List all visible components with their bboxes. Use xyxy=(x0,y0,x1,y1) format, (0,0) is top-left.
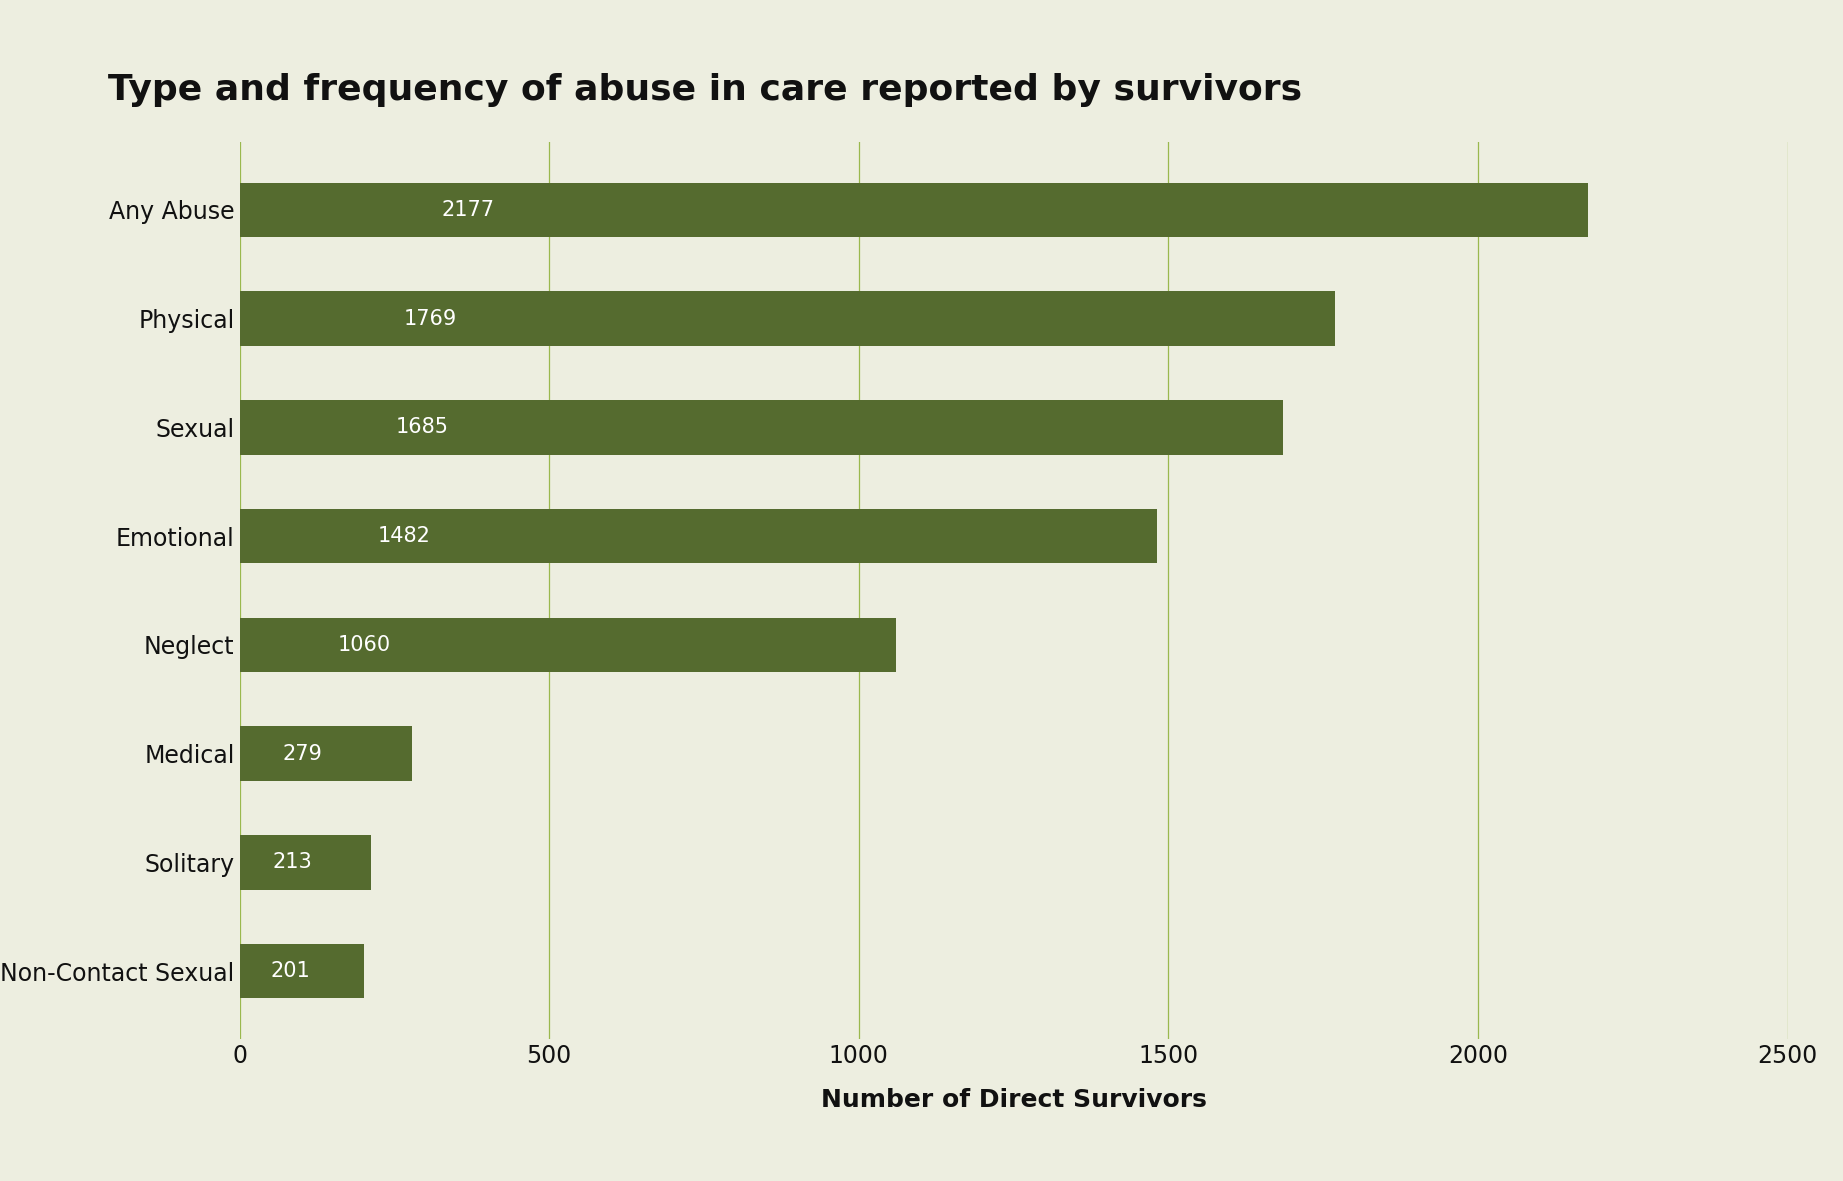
Text: 1769: 1769 xyxy=(404,308,457,328)
Text: 2177: 2177 xyxy=(442,200,494,220)
Text: 1685: 1685 xyxy=(396,417,450,437)
Text: 1482: 1482 xyxy=(378,526,429,546)
Text: Type and frequency of abuse in care reported by survivors: Type and frequency of abuse in care repo… xyxy=(109,73,1303,107)
Text: 279: 279 xyxy=(282,744,323,764)
Bar xyxy=(240,944,365,998)
Bar xyxy=(240,618,896,672)
X-axis label: Number of Direct Survivors: Number of Direct Survivors xyxy=(820,1088,1207,1111)
Text: 201: 201 xyxy=(271,961,310,981)
Bar xyxy=(240,726,413,781)
Bar xyxy=(240,400,1283,455)
Bar xyxy=(240,183,1587,237)
Text: 1060: 1060 xyxy=(337,635,391,655)
Bar xyxy=(240,509,1157,563)
Text: 213: 213 xyxy=(273,853,311,873)
Bar xyxy=(240,292,1334,346)
Bar xyxy=(240,835,372,889)
